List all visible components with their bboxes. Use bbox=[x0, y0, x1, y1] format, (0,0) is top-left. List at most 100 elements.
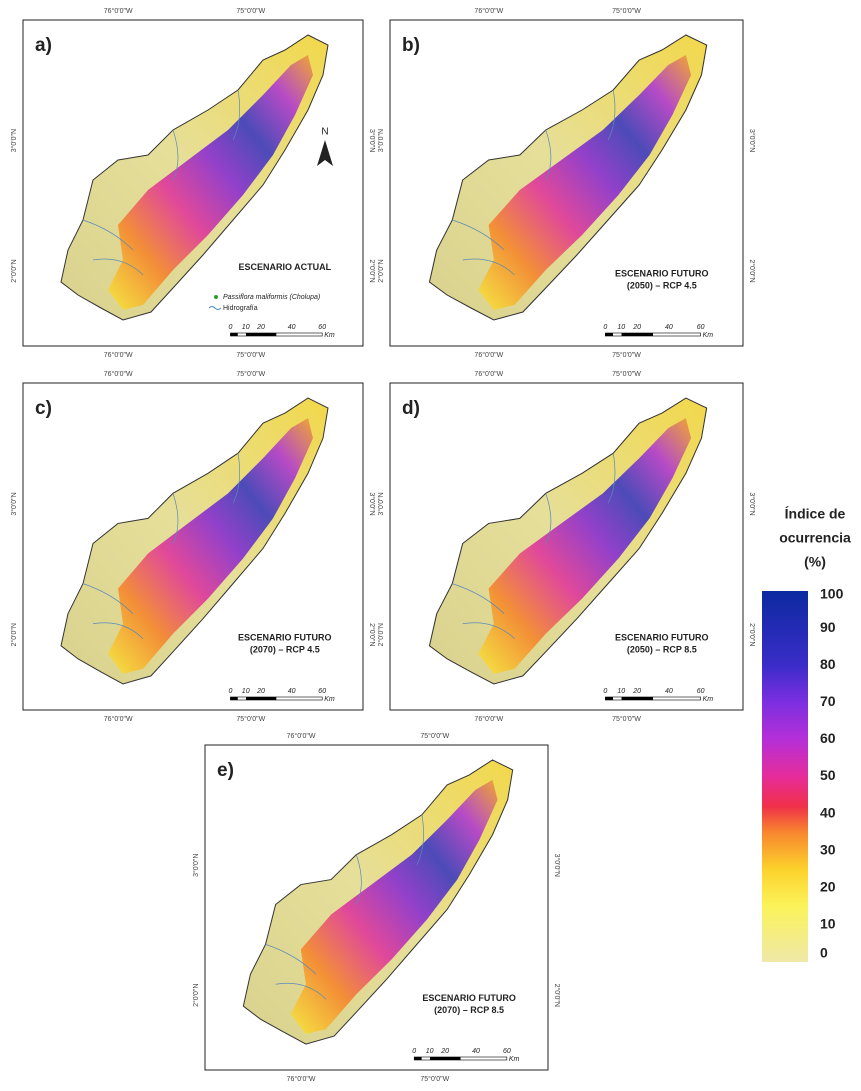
scale-bar-segment bbox=[230, 697, 238, 700]
scale-label: 10 bbox=[242, 688, 250, 695]
latitude-label: 2°0'0"N bbox=[192, 984, 200, 1007]
latitude-label: 3°0'0"N bbox=[368, 492, 376, 515]
latitude-label: 2°0'0"N bbox=[748, 623, 756, 646]
map-panel: c) 76°0'0"W 76°0'0"W 75°0'0"W 75°0'0"W 3°0'0"… bbox=[10, 370, 376, 723]
colorbar-tick-label: 20 bbox=[820, 879, 836, 895]
latitude-label: 3°0'0"N bbox=[553, 854, 561, 877]
longitude-label: 75°0'0"W bbox=[236, 370, 265, 378]
north-arrow bbox=[317, 140, 333, 166]
scale-label: 10 bbox=[617, 324, 625, 331]
latitude-label: 2°0'0"N bbox=[377, 623, 385, 646]
panel-label: a) bbox=[35, 35, 52, 56]
map-panel: d) 76°0'0"W 76°0'0"W 75°0'0"W 75°0'0"W 3°0'0"… bbox=[377, 370, 756, 723]
scenario-label: ESCENARIO FUTURO bbox=[238, 632, 332, 642]
colorbar-title: Índice de bbox=[785, 506, 846, 522]
scale-bar-segment bbox=[621, 333, 653, 336]
scale-label: 20 bbox=[256, 324, 265, 331]
latitude-label: 2°0'0"N bbox=[10, 259, 18, 282]
scale-bar bbox=[413, 1056, 508, 1061]
scale-label: 20 bbox=[632, 688, 641, 695]
scale-bar-segment bbox=[429, 1057, 461, 1060]
colorbar-tick-label: 100 bbox=[820, 586, 844, 602]
map-panel: b) 76°0'0"W 76°0'0"W 75°0'0"W 75°0'0"W 3°0'0"… bbox=[377, 7, 756, 359]
scale-unit: Km bbox=[703, 696, 714, 703]
longitude-label: 75°0'0"W bbox=[612, 715, 641, 723]
latitude-label: 3°0'0"N bbox=[377, 492, 385, 515]
latitude-label: 2°0'0"N bbox=[10, 623, 18, 646]
longitude-label: 75°0'0"W bbox=[236, 351, 265, 359]
latitude-label: 2°0'0"N bbox=[377, 259, 385, 282]
scale-label: 60 bbox=[318, 688, 326, 695]
longitude-label: 76°0'0"W bbox=[474, 351, 503, 359]
panel-label: e) bbox=[217, 760, 234, 781]
colorbar-tick-label: 80 bbox=[820, 656, 836, 672]
scale-label: 0 bbox=[228, 324, 232, 331]
colorbar-tick-label: 0 bbox=[820, 945, 828, 961]
scale-bar-segment bbox=[621, 697, 653, 700]
colorbar-tick-label: 50 bbox=[820, 767, 836, 783]
scale-label: 60 bbox=[697, 688, 705, 695]
scale-label: 40 bbox=[665, 324, 673, 331]
latitude-label: 3°0'0"N bbox=[748, 129, 756, 152]
longitude-label: 75°0'0"W bbox=[420, 1075, 449, 1083]
scale-bar-segment bbox=[230, 333, 238, 336]
latitude-label: 3°0'0"N bbox=[368, 129, 376, 152]
scenario-label: (2070) – RCP 8.5 bbox=[434, 1005, 504, 1015]
longitude-label: 76°0'0"W bbox=[287, 732, 316, 740]
longitude-label: 76°0'0"W bbox=[474, 370, 503, 378]
scale-label: 0 bbox=[603, 688, 607, 695]
scale-label: 40 bbox=[288, 688, 296, 695]
colorbar-tick-label: 60 bbox=[820, 730, 836, 746]
latitude-label: 3°0'0"N bbox=[192, 854, 200, 877]
panel-label: c) bbox=[35, 398, 52, 419]
longitude-label: 75°0'0"W bbox=[612, 351, 641, 359]
latitude-label: 3°0'0"N bbox=[10, 492, 18, 515]
latitude-label: 2°0'0"N bbox=[368, 259, 376, 282]
colorbar-tick-label: 30 bbox=[820, 841, 836, 857]
scale-unit: Km bbox=[703, 332, 714, 339]
scale-label: 40 bbox=[288, 324, 296, 331]
colorbar-tick-label: 90 bbox=[820, 619, 836, 635]
scale-bar-segment bbox=[414, 1057, 422, 1060]
scale-label: 20 bbox=[256, 688, 265, 695]
longitude-label: 75°0'0"W bbox=[236, 715, 265, 723]
scale-unit: Km bbox=[324, 332, 335, 339]
latitude-label: 3°0'0"N bbox=[748, 492, 756, 515]
scale-bar-segment bbox=[605, 333, 613, 336]
colorbar-title: (%) bbox=[804, 554, 826, 570]
map-panel: a) 76°0'0"W 76°0'0"W 75°0'0"W 75°0'0"W 3°0'0"… bbox=[10, 7, 376, 359]
longitude-label: 75°0'0"W bbox=[420, 732, 449, 740]
legend-marker bbox=[214, 295, 218, 299]
colorbar-tick-label: 10 bbox=[820, 916, 836, 932]
scenario-label: ESCENARIO FUTURO bbox=[615, 269, 709, 279]
legend-line bbox=[208, 306, 222, 310]
scale-label: 20 bbox=[632, 324, 641, 331]
longitude-label: 76°0'0"W bbox=[104, 715, 133, 723]
longitude-label: 76°0'0"W bbox=[104, 351, 133, 359]
longitude-label: 76°0'0"W bbox=[474, 715, 503, 723]
scale-unit: Km bbox=[509, 1056, 520, 1063]
scenario-label: (2070) – RCP 4.5 bbox=[250, 644, 320, 654]
scale-unit: Km bbox=[324, 696, 335, 703]
scale-label: 0 bbox=[228, 688, 232, 695]
longitude-label: 76°0'0"W bbox=[287, 1075, 316, 1083]
latitude-label: 2°0'0"N bbox=[368, 623, 376, 646]
panel-label: d) bbox=[402, 398, 420, 419]
scenario-label: (2050) – RCP 4.5 bbox=[627, 281, 697, 291]
scale-label: 20 bbox=[440, 1048, 449, 1055]
longitude-label: 76°0'0"W bbox=[104, 370, 133, 378]
panel-label: b) bbox=[402, 35, 420, 56]
scale-label: 40 bbox=[472, 1048, 480, 1055]
scenario-label: ESCENARIO FUTURO bbox=[615, 632, 709, 642]
longitude-label: 75°0'0"W bbox=[612, 370, 641, 378]
scale-bar-segment bbox=[605, 697, 613, 700]
latitude-label: 2°0'0"N bbox=[748, 259, 756, 282]
scale-bar-segment bbox=[246, 697, 277, 700]
latitude-label: 2°0'0"N bbox=[553, 984, 561, 1007]
longitude-label: 76°0'0"W bbox=[474, 7, 503, 15]
scenario-label: ESCENARIO ACTUAL bbox=[238, 262, 331, 272]
colorbar-tick-label: 70 bbox=[820, 693, 836, 709]
legend-label: Passiflora maliformis (Cholupa) bbox=[223, 294, 320, 301]
north-label: N bbox=[321, 127, 328, 138]
